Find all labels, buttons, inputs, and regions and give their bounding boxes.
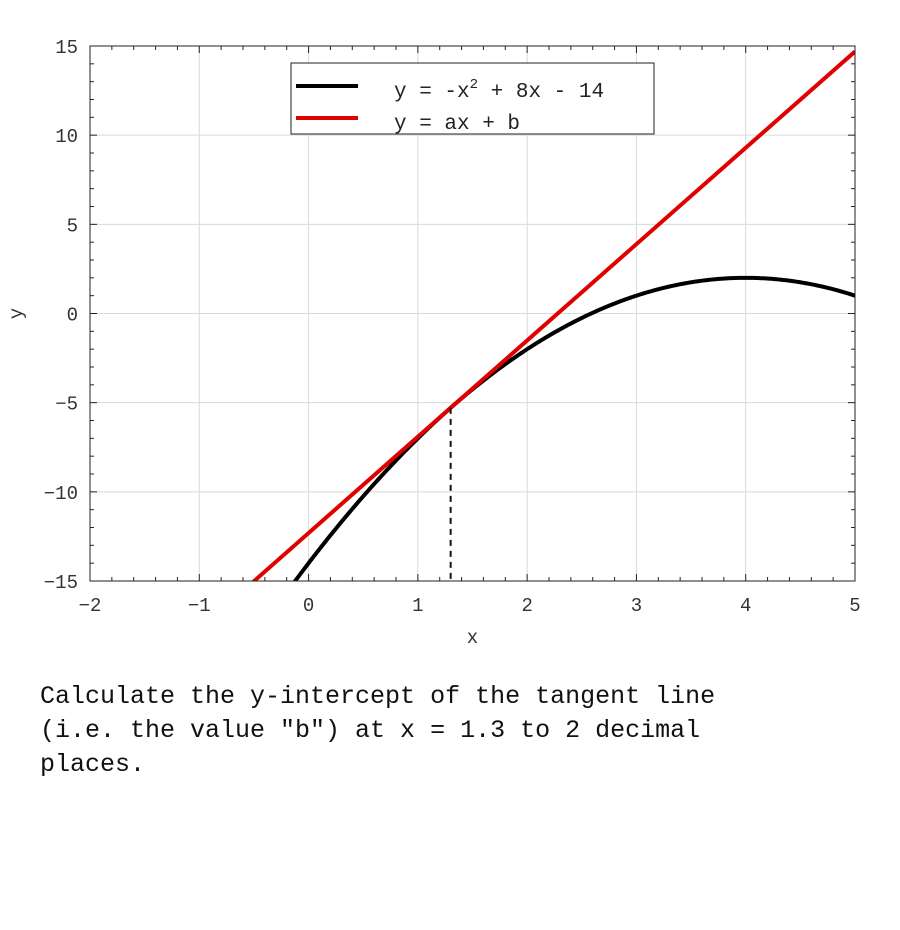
- x-tick-label: 3: [631, 595, 642, 617]
- x-tick-label: 5: [849, 595, 860, 617]
- legend-entry-parabola: y = -x2 + 8x - 14: [394, 77, 604, 104]
- series-group: [251, 50, 855, 581]
- legend-box: [290, 62, 655, 135]
- series-layer: [251, 50, 855, 581]
- legend-parabola-superscript: 2: [470, 77, 478, 93]
- y-axis-label: y: [6, 308, 28, 319]
- x-tick-label: 4: [740, 595, 751, 617]
- y-tick-label: 15: [55, 37, 78, 59]
- legend-parabola-base: y = -x: [394, 81, 470, 104]
- x-axis-label: x: [467, 627, 478, 649]
- x-tick-label: 1: [412, 595, 423, 617]
- x-tick-label: −1: [188, 595, 211, 617]
- x-tick-label: 2: [521, 595, 532, 617]
- y-tick-label: 10: [55, 126, 78, 148]
- y-tick-labels: −15 −10 −5 0 5 10 15: [44, 37, 78, 594]
- y-tick-label: −5: [55, 394, 78, 416]
- grid: [89, 45, 856, 582]
- y-tick-label: −10: [44, 483, 78, 505]
- y-tick-label: 5: [67, 215, 78, 237]
- plot-frame: [89, 45, 856, 582]
- x-tick-labels: −2 −1 0 1 2 3 4 5: [79, 595, 861, 617]
- y-tick-label: −15: [44, 572, 78, 594]
- legend-entry-tangent: y = ax + b: [394, 113, 520, 136]
- x-tick-label: 0: [303, 595, 314, 617]
- question-text: Calculate the y-intercept of the tangent…: [40, 682, 716, 779]
- y-tick-label: 0: [67, 305, 78, 327]
- legend-parabola-rest: + 8x - 14: [478, 81, 604, 104]
- legend-tangent-label: y = ax + b: [394, 113, 520, 136]
- series-tangent-line: [251, 50, 855, 581]
- legend: y = -x2 + 8x - 14 y = ax + b: [290, 62, 655, 136]
- x-tick-label: −2: [79, 595, 102, 617]
